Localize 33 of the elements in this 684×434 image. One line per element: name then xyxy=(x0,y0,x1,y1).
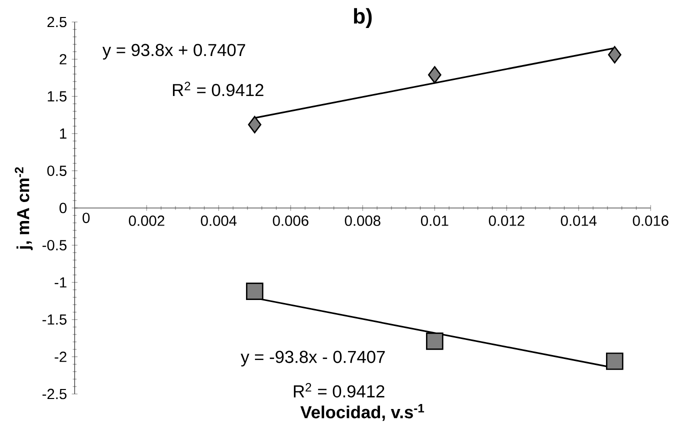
x-tick-label: 0.006 xyxy=(272,216,308,226)
y-axis-title: j, mA cm$^{-2}$ xyxy=(14,167,33,250)
point xyxy=(426,332,444,350)
x-tick-label: 0.004 xyxy=(200,216,237,226)
point xyxy=(248,116,262,134)
y-tick-label: -0.5 xyxy=(42,240,66,250)
x-axis-title: Velocidad, v.s$^{-1}$ xyxy=(300,404,424,421)
y-tick-label: 2 xyxy=(60,54,66,64)
y-tick-label: -1 xyxy=(54,277,66,288)
y-tick-label: -2 xyxy=(54,352,66,362)
x-tick-label: 0.008 xyxy=(344,216,380,226)
point xyxy=(246,282,264,300)
y-tick-label: -2.5 xyxy=(42,388,66,400)
y-tick-label: 0.5 xyxy=(47,166,66,176)
y-tick-label: 1.5 xyxy=(48,91,66,102)
x-tick-label: 0.002 xyxy=(128,216,164,226)
annotation: y = -93.8x - 0.7407 xyxy=(240,350,385,366)
point xyxy=(608,46,622,64)
x-tick-label: 0.01 xyxy=(420,216,448,226)
chart-title: b) xyxy=(354,8,372,28)
y-tick-label: 2.5 xyxy=(47,16,66,28)
x-tick-label: 0 xyxy=(82,212,90,224)
point xyxy=(606,352,624,370)
x-tick-label: 0.014 xyxy=(560,216,597,226)
annotation: R$^{2}$ = 0.9412 xyxy=(294,383,384,398)
x-tick-label: 0.012 xyxy=(488,216,524,226)
annotation: R$^{2}$ = 0.9412 xyxy=(172,82,264,96)
point xyxy=(428,66,442,84)
x-tick-label: 0.016 xyxy=(632,216,668,226)
y-tick-label: 0 xyxy=(60,202,67,214)
y-tick-label: -1.5 xyxy=(42,314,66,325)
y-tick-label: 1 xyxy=(60,128,66,139)
annotation: y = 93.8x + 0.7407 xyxy=(102,44,246,60)
